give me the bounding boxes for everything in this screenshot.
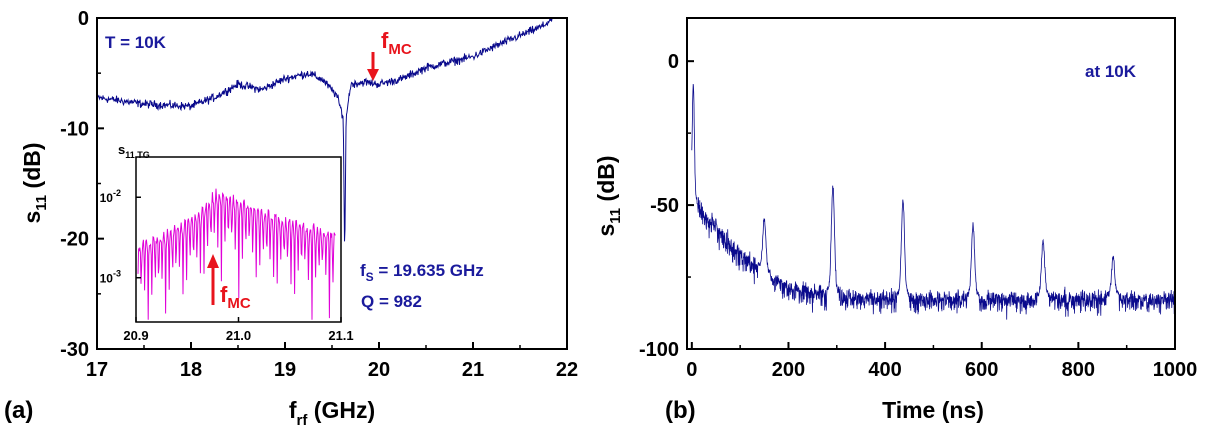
panel-a-xlabel: frf (GHz) — [289, 397, 375, 429]
inset-fmc-sub: MC — [227, 295, 250, 312]
fmc-main: f — [381, 28, 389, 53]
panel-a: 17 18 19 20 21 220-10-20-30 20.9 21.0 21.110-21… — [4, 8, 578, 429]
panel-a-xtick-label: 21 — [462, 359, 484, 381]
panel-b-plot-area — [691, 83, 1175, 320]
panel-a-xtick-label: 18 — [180, 359, 202, 381]
fmc-label: fMC — [381, 28, 412, 58]
panel-b-xtick-label: 200 — [772, 359, 805, 381]
panel-b: 0 200 400 600 800 1000 0 -50 -100 at 10K s11 (dB… — [593, 17, 1197, 424]
panel-b-xtick-label: 400 — [868, 359, 901, 381]
panel-a-ylabel: s11 (dB) — [19, 142, 50, 223]
inset-plot-area — [137, 188, 336, 320]
panel-a-xtick-label: 17 — [86, 359, 108, 381]
inset-xtick-label: 20.9 — [123, 328, 148, 343]
fmc-arrow-head — [367, 69, 379, 81]
panel-b-xtick-label: 800 — [1062, 359, 1095, 381]
panel-a-ylabel-main: s — [19, 211, 45, 224]
panel-a-ytick-label: 0 — [78, 8, 89, 30]
inset-xtick-label: 21.0 — [226, 328, 251, 343]
inset-title-sub: 11,TG — [125, 150, 150, 160]
panel-a-ylabel-unit: (dB) — [19, 142, 45, 194]
panel-a-plot-area — [97, 18, 553, 242]
panel-b-ylabel-sub: 11 — [607, 208, 624, 224]
inset-fmc-main: f — [220, 282, 228, 307]
panel-a-ytick-label: -10 — [60, 118, 89, 140]
panel-b-xlabel: Time (ns) — [882, 397, 984, 423]
panel-a-ytick-label: -30 — [60, 339, 89, 361]
panel-a-ylabel-sub: 11 — [33, 195, 50, 211]
inset-chart: 20.9 21.0 21.1 10-2 10-3 s11,TG fMC — [100, 142, 354, 343]
panel-a-label: (a) — [4, 397, 33, 424]
panel-b-xtick-label: 1000 — [1153, 359, 1198, 381]
panel-b-trace — [691, 83, 1175, 320]
inset-axes: 20.9 21.0 21.1 10-2 10-3 — [100, 188, 354, 343]
inset-ytick-label: 10-2 — [100, 188, 121, 205]
fs-main: f — [360, 261, 366, 280]
fs-label: fS = 19.635 GHz — [360, 261, 484, 284]
fmc-sub: MC — [388, 41, 411, 58]
panel-b-temperature-label: at 10K — [1085, 62, 1137, 81]
panel-b-label: (b) — [665, 397, 696, 424]
panel-a-ytick-label: -20 — [60, 229, 89, 251]
panel-a-xtick-label: 20 — [368, 359, 390, 381]
panel-a-xlabel-main: f — [289, 397, 297, 423]
panel-b-axes: 0 200 400 600 800 1000 0 -50 -100 — [639, 51, 1197, 381]
inset-title-main: s — [118, 142, 125, 157]
fs-sub: S — [366, 270, 374, 284]
panel-a-xlabel-sub: rf — [297, 412, 309, 429]
inset-ytick-label: 10-3 — [100, 269, 121, 286]
q-label: Q = 982 — [361, 292, 422, 311]
temperature-label: T = 10K — [105, 33, 167, 52]
panel-b-ytick-label: -100 — [639, 339, 679, 361]
panel-b-ylabel: s11 (dB) — [593, 155, 624, 236]
panel-b-ylabel-main: s — [593, 224, 619, 237]
panel-b-frame — [686, 17, 1176, 350]
panel-b-xtick-label: 0 — [686, 359, 697, 381]
inset-title: s11,TG — [118, 142, 150, 160]
inset-xtick-label: 21.1 — [328, 328, 353, 343]
fs-value: = 19.635 GHz — [374, 261, 484, 280]
panel-b-xtick-label: 600 — [965, 359, 998, 381]
panel-a-xlabel-unit: (GHz) — [307, 397, 375, 423]
panel-a-xtick-label: 22 — [556, 359, 578, 381]
panel-a-axes: 17 18 19 20 21 22 0 -10 -20 -30 — [60, 8, 578, 381]
panel-b-ylabel-unit: (dB) — [593, 155, 619, 207]
inset-fmc-label: fMC — [220, 282, 251, 312]
inset-fmc-arrow-head — [207, 254, 219, 268]
inset-trace — [137, 188, 336, 320]
panel-a-trace — [97, 18, 553, 242]
panel-b-ytick-label: -50 — [650, 195, 679, 217]
panel-a-xtick-label: 19 — [274, 359, 296, 381]
panel-b-ytick-label: 0 — [668, 51, 679, 73]
